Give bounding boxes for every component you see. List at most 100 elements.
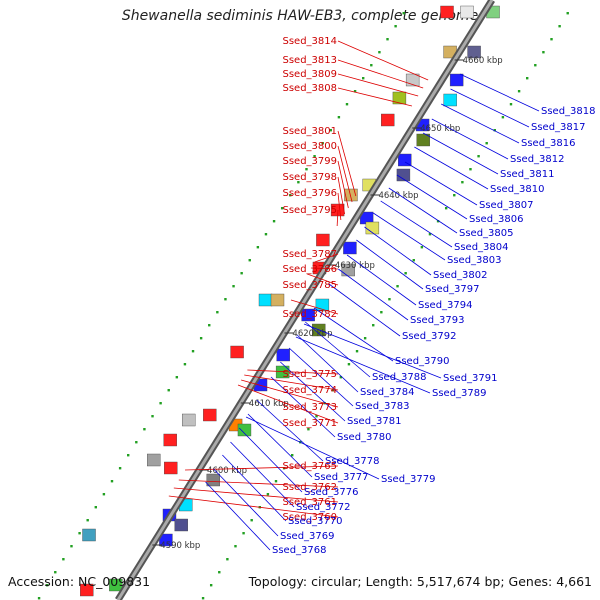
gene-label-forward[interactable]: Ssed_3772 — [296, 502, 351, 513]
gene-glyph — [82, 528, 96, 542]
leader-line — [168, 495, 339, 518]
leader-line — [431, 118, 509, 160]
leader-line — [388, 187, 458, 234]
kbp-tick-label: 4640 kbp — [378, 191, 418, 201]
gene-label-reverse[interactable]: Ssed_3800 — [282, 141, 337, 152]
kbp-tick-label: 4660 kbp — [463, 56, 503, 66]
gene-label-reverse[interactable]: Ssed_3775 — [282, 369, 337, 380]
gene-glyph — [449, 73, 464, 87]
gene-label-forward[interactable]: Ssed_3817 — [531, 122, 586, 133]
gene-label-forward[interactable]: Ssed_3794 — [418, 300, 473, 311]
gene-glyph — [460, 5, 474, 19]
leader-line — [337, 73, 419, 97]
gc-dot — [54, 571, 57, 574]
gene-label-reverse[interactable]: Ssed_3787 — [282, 249, 337, 260]
gene-label-forward[interactable]: Ssed_3806 — [469, 214, 524, 225]
gene-label-forward[interactable]: Ssed_3816 — [521, 138, 576, 149]
gene-label-reverse[interactable]: Ssed_3814 — [282, 36, 337, 47]
gene-label-reverse[interactable]: Ssed_3782 — [282, 309, 337, 320]
leader-line — [205, 481, 271, 551]
gene-label-forward[interactable]: Ssed_3777 — [314, 472, 369, 483]
gene-label-reverse[interactable]: Ssed_3809 — [282, 69, 337, 80]
leader-line — [310, 267, 339, 270]
gc-dot — [242, 532, 245, 535]
gc-dot — [362, 77, 365, 80]
gene-label-forward[interactable]: Ssed_3778 — [325, 456, 380, 467]
gene-label-forward[interactable]: Ssed_3770 — [288, 516, 343, 527]
gc-dot — [394, 25, 397, 28]
gc-dot — [167, 389, 170, 392]
gc-dot — [240, 272, 243, 275]
gene-label-reverse[interactable]: Ssed_3786 — [282, 264, 337, 275]
leader-line — [270, 376, 336, 438]
gc-dot — [282, 467, 286, 470]
gene-label-reverse[interactable]: Ssed_3808 — [282, 83, 337, 94]
gene-label-forward[interactable]: Ssed_3797 — [425, 284, 480, 295]
gene-label-forward[interactable]: Ssed_3807 — [479, 200, 534, 211]
gene-label-reverse[interactable]: Ssed_3796 — [282, 188, 337, 199]
gc-dot — [353, 90, 357, 93]
gene-label-reverse[interactable]: Ssed_3801 — [282, 126, 337, 137]
gc-dot — [337, 116, 341, 119]
gene-label-forward[interactable]: Ssed_3768 — [272, 545, 327, 556]
leader-line — [337, 176, 346, 215]
gene-label-reverse[interactable]: Ssed_3771 — [282, 418, 337, 429]
gene-label-reverse[interactable]: Ssed_3813 — [282, 55, 337, 66]
gene-label-forward[interactable]: Ssed_3788 — [372, 372, 427, 383]
gc-dot — [201, 597, 205, 600]
gene-label-forward[interactable]: Ssed_3792 — [402, 331, 457, 342]
gene-label-forward[interactable]: Ssed_3783 — [355, 401, 410, 412]
gene-label-forward[interactable]: Ssed_3769 — [280, 531, 335, 542]
gene-label-reverse[interactable]: Ssed_3795 — [282, 205, 337, 216]
gene-label-forward[interactable]: Ssed_3790 — [395, 356, 450, 367]
gene-glyph — [109, 578, 123, 592]
gc-dot — [175, 376, 179, 379]
gene-label-reverse[interactable]: Ssed_3799 — [282, 156, 337, 167]
gc-dot — [461, 181, 464, 184]
gc-dot — [550, 38, 553, 41]
gene-label-forward[interactable]: Ssed_3780 — [337, 432, 392, 443]
gc-dot — [509, 103, 513, 106]
gene-glyph — [398, 153, 412, 167]
gene-label-forward[interactable]: Ssed_3779 — [381, 474, 436, 485]
gene-label-reverse[interactable]: Ssed_3765 — [282, 461, 337, 472]
gene-glyph — [316, 233, 330, 247]
gene-label-forward[interactable]: Ssed_3781 — [347, 416, 402, 427]
gene-label-reverse[interactable]: Ssed_3785 — [282, 280, 337, 291]
gene-glyph — [163, 433, 177, 447]
gene-label-reverse[interactable]: Ssed_3761 — [282, 497, 337, 508]
gene-label-forward[interactable]: Ssed_3804 — [454, 242, 509, 253]
gene-label-reverse[interactable]: Ssed_3762 — [282, 482, 337, 493]
gene-label-forward[interactable]: Ssed_3803 — [447, 255, 502, 266]
gene-label-forward[interactable]: Ssed_3791 — [443, 373, 498, 384]
gc-dot — [62, 558, 65, 561]
gc-dot — [428, 233, 432, 236]
gc-dots-track — [37, 12, 569, 600]
gc-dot — [396, 285, 399, 288]
gene-label-forward[interactable]: Ssed_3805 — [459, 228, 514, 239]
gene-label-forward[interactable]: Ssed_3793 — [410, 315, 465, 326]
gene-label-reverse[interactable]: Ssed_3798 — [282, 172, 337, 183]
gc-dot — [420, 246, 424, 249]
gene-label-reverse[interactable]: Ssed_3760 — [282, 512, 337, 523]
gene-label-reverse[interactable]: Ssed_3774 — [282, 385, 337, 396]
gc-dot — [248, 259, 251, 262]
gene-label-forward[interactable]: Ssed_3784 — [360, 387, 415, 398]
gene-label-forward[interactable]: Ssed_3802 — [433, 270, 488, 281]
gene-glyph — [206, 473, 221, 487]
leader-line — [313, 307, 394, 362]
gene-label-forward[interactable]: Ssed_3776 — [304, 487, 359, 498]
gene-glyph — [276, 348, 290, 362]
leader-line — [280, 361, 346, 422]
gene-label-forward[interactable]: Ssed_3810 — [490, 184, 545, 195]
leader-line — [288, 347, 354, 407]
gene-label-reverse[interactable]: Ssed_3773 — [282, 402, 337, 413]
gene-label-forward[interactable]: Ssed_3811 — [500, 169, 555, 180]
kbp-tick-label: 4630 kbp — [335, 261, 375, 271]
gene-label-forward[interactable]: Ssed_3818 — [541, 106, 596, 117]
gc-dot — [355, 350, 359, 353]
gene-label-forward[interactable]: Ssed_3789 — [432, 388, 487, 399]
leader-line — [337, 160, 349, 209]
gene-label-forward[interactable]: Ssed_3812 — [510, 154, 565, 165]
gc-dot — [70, 545, 73, 548]
